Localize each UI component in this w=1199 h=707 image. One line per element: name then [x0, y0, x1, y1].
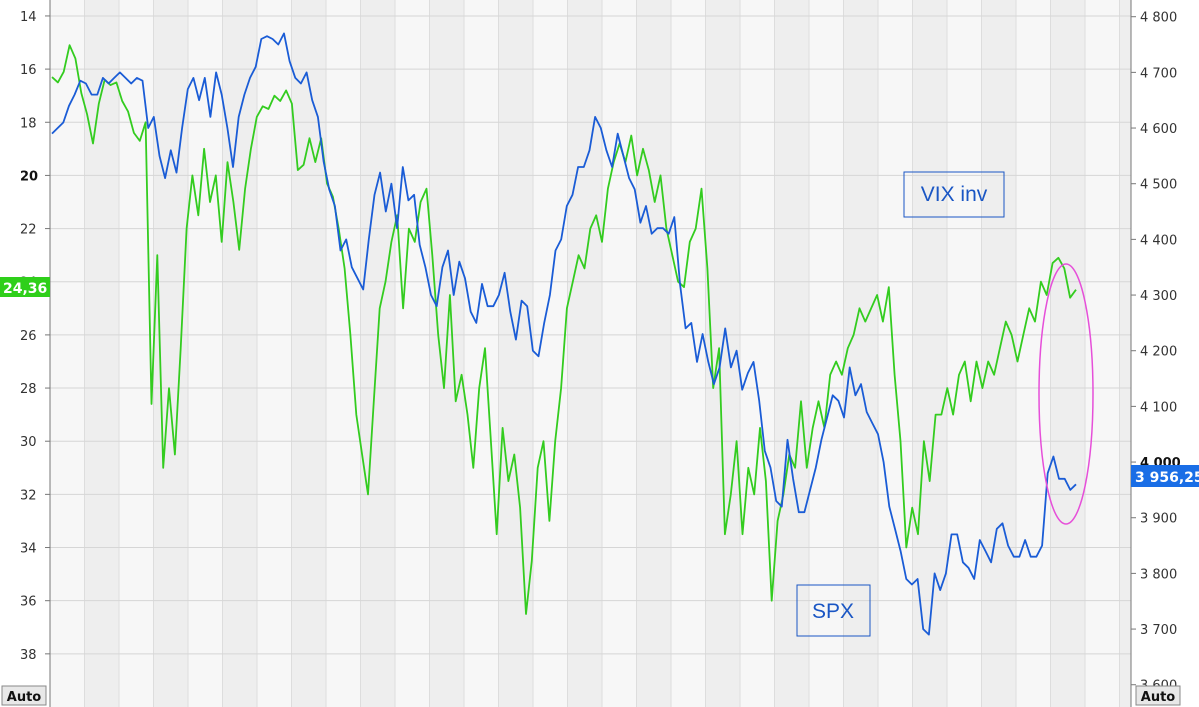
grid-band — [1050, 0, 1085, 707]
left-axis-ticks: 14161820222426283032343638 — [20, 10, 50, 663]
left-auto-button[interactable]: Auto — [1, 685, 47, 706]
grid-bands — [49, 0, 1131, 707]
grid-band — [498, 0, 533, 707]
right-tick-label: 4 500 — [1140, 178, 1177, 193]
grid-band — [1016, 0, 1051, 707]
spx-last-value-badge: 3 956,25 — [1131, 465, 1199, 487]
grid-band — [602, 0, 637, 707]
right-tick-label: 4 100 — [1140, 400, 1177, 415]
spx-annotation: SPX — [796, 584, 871, 637]
grid-band — [1119, 0, 1131, 707]
vix-last-value-text: 24,36 — [3, 281, 47, 297]
left-tick-label: 22 — [20, 223, 37, 238]
spx-line — [51, 32, 1077, 636]
left-tick-label: 18 — [20, 116, 37, 131]
vix-inv-annotation-text: VIX inv — [921, 183, 988, 206]
grid-band — [291, 0, 326, 707]
grid-band — [671, 0, 706, 707]
right-tick-label: 3 800 — [1140, 567, 1177, 582]
right-tick-label: 4 700 — [1140, 66, 1177, 81]
left-tick-label: 32 — [20, 488, 37, 503]
grid-band — [326, 0, 361, 707]
right-tick-label: 3 700 — [1140, 623, 1177, 638]
grid-band — [740, 0, 775, 707]
grid-band — [843, 0, 878, 707]
left-tick-label: 28 — [20, 382, 37, 397]
series-lines — [51, 32, 1077, 636]
right-tick-label: 4 800 — [1140, 11, 1177, 26]
left-tick-label: 14 — [20, 10, 37, 25]
vix-inv-annotation: VIX inv — [903, 171, 1005, 218]
grid-band — [395, 0, 430, 707]
right-axis-ticks: 4 800 4 700 4 600 4 500 4 400 4 300 4 200 4 100… — [1131, 11, 1181, 694]
left-auto-label: Auto — [7, 690, 42, 705]
right-tick-label: 4 400 — [1140, 233, 1177, 248]
grid-band — [1085, 0, 1120, 707]
grid-band — [50, 0, 85, 707]
grid-band — [188, 0, 223, 707]
left-tick-label: 16 — [20, 63, 37, 78]
right-auto-button[interactable]: Auto — [1135, 685, 1181, 706]
right-tick-label: 3 900 — [1140, 512, 1177, 527]
grid-band — [360, 0, 395, 707]
right-auto-label: Auto — [1141, 690, 1176, 705]
grid-band — [774, 0, 809, 707]
left-tick-label: 34 — [20, 542, 37, 557]
left-tick-label: 26 — [20, 329, 37, 344]
right-tick-label: 4 300 — [1140, 289, 1177, 304]
highlight-ellipse — [1038, 263, 1094, 525]
grid-band — [222, 0, 257, 707]
vix-last-value-badge: 24,36 — [0, 277, 50, 297]
grid-band — [878, 0, 913, 707]
vix-inv-line — [51, 44, 1077, 615]
right-tick-label: 4 600 — [1140, 122, 1177, 137]
grid-band — [464, 0, 499, 707]
left-tick-label: 20 — [20, 169, 38, 184]
grid-band — [809, 0, 844, 707]
right-tick-label: 4 200 — [1140, 345, 1177, 360]
left-tick-label: 36 — [20, 595, 37, 610]
grid-band — [257, 0, 292, 707]
grid-band — [947, 0, 982, 707]
left-tick-label: 30 — [20, 435, 37, 450]
grid-band — [636, 0, 671, 707]
spx-annotation-text: SPX — [812, 600, 854, 623]
left-tick-label: 38 — [20, 648, 37, 663]
grid-band — [84, 0, 119, 707]
spx-last-value-text: 3 956,25 — [1135, 470, 1199, 486]
